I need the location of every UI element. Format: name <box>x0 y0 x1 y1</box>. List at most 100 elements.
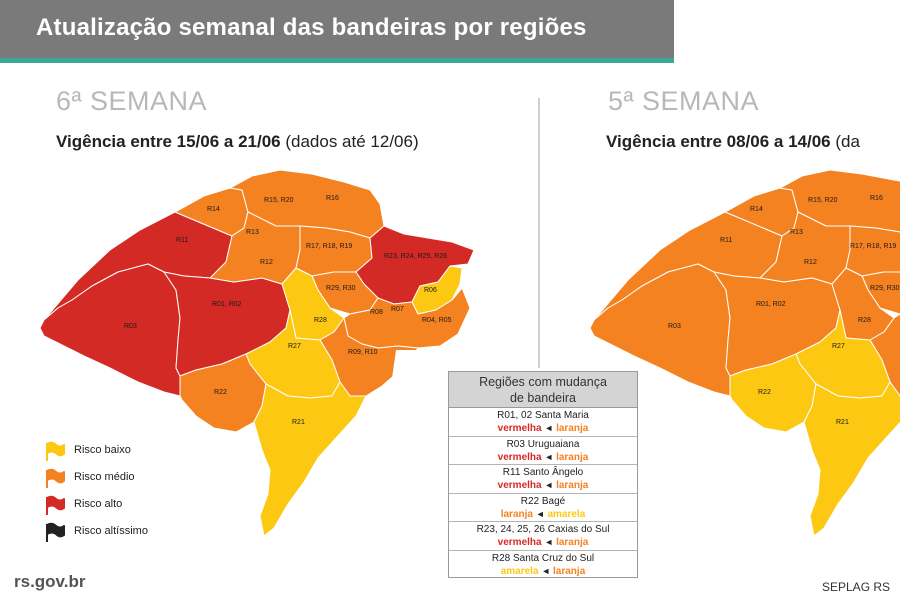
region-r17-r18-r19 <box>845 225 900 277</box>
week5-validity-dates: Vigência entre 08/06 a 14/06 <box>606 132 831 151</box>
map5-label: R11 <box>720 237 732 244</box>
changes-header-line2: de bandeira <box>509 391 577 405</box>
map5-label: R17, R18, R19 <box>850 243 896 250</box>
arrow-left-icon: ◄ <box>541 565 551 576</box>
flag-icon <box>46 522 65 542</box>
change-from-flag: amarela <box>500 565 539 577</box>
flag-icon <box>46 468 65 488</box>
week5-validity-data-date: (da <box>830 132 860 151</box>
table-row: R23, 24, 25, 26 Caxias do Sul vermelha ◄ … <box>449 522 637 551</box>
map6-label: R27 <box>288 343 301 350</box>
site-url: rs.gov.br <box>14 572 86 591</box>
change-region-name: R03 Uruguaiana <box>506 438 580 450</box>
region-r03 <box>39 263 181 397</box>
legend-label: Risco médio <box>74 471 135 483</box>
week5-validity: Vigência entre 08/06 a 14/06 (da <box>606 132 860 152</box>
title-bar: Atualização semanal das bandeiras por re… <box>0 0 674 58</box>
map5-label: R29, R30 <box>870 285 900 292</box>
legend-item-medium: Risco médio <box>44 467 204 494</box>
map5-label: R13 <box>790 229 803 236</box>
change-to-flag: laranja <box>556 451 589 463</box>
map6-label: R29, R30 <box>326 285 356 292</box>
legend-label: Risco baixo <box>74 444 131 456</box>
map6-label: R22 <box>214 389 227 396</box>
map6-label: R28 <box>314 317 327 324</box>
legend-label: Risco alto <box>74 498 123 510</box>
week-divider <box>538 98 540 368</box>
change-region-name: R23, 24, 25, 26 Caxias do Sul <box>476 524 610 535</box>
arrow-left-icon: ◄ <box>544 480 554 490</box>
map6-label: R04, R05 <box>422 317 452 324</box>
arrow-left-icon: ◄ <box>544 451 554 462</box>
map5-label: R28 <box>858 317 871 324</box>
change-region-name: R01, 02 Santa Maria <box>497 410 589 421</box>
changes-table-header: Regiões com mudança de bandeira <box>449 372 637 408</box>
change-flag-transition: amarela ◄ laranja <box>449 565 637 578</box>
week6-label: 6ª SEMANA <box>56 86 208 116</box>
week5-label: 5ª SEMANA <box>608 86 760 116</box>
title-accent-stripe <box>0 58 674 63</box>
map6-label: R03 <box>124 323 137 330</box>
change-flag-transition: laranja ◄ amarela <box>449 508 637 521</box>
map5-label: R27 <box>832 343 845 350</box>
changes-table: Regiões com mudança de bandeira R01, 02 … <box>448 371 638 578</box>
change-flag-transition: vermelha ◄ laranja <box>449 422 637 435</box>
map6-label: R06 <box>424 287 437 294</box>
credit: SEPLAG RS <box>822 580 891 594</box>
table-row: R03 Uruguaiana vermelha ◄ laranja <box>449 437 637 465</box>
flag-icon <box>46 441 65 461</box>
map5-label: R21 <box>836 419 849 426</box>
week6-validity-data-date: (dados até 12/06) <box>280 132 419 151</box>
change-from-flag: vermelha <box>497 423 542 434</box>
change-from-flag: laranja <box>500 508 533 520</box>
map5-label: R14 <box>750 206 763 213</box>
change-from-flag: vermelha <box>497 537 542 548</box>
map6-label: R12 <box>260 259 273 266</box>
lagoon <box>356 350 438 442</box>
change-to-flag: laranja <box>556 480 589 491</box>
table-row: R01, 02 Santa Maria vermelha ◄ laranja <box>449 408 637 437</box>
change-from-flag: vermelha <box>497 451 542 463</box>
map6-label: R13 <box>246 229 259 236</box>
week6-validity-dates: Vigência entre 15/06 a 21/06 <box>56 132 281 151</box>
region-r21 <box>803 381 900 537</box>
change-flag-transition: vermelha ◄ laranja <box>449 536 637 549</box>
map6-label: R16 <box>326 195 339 202</box>
map6-label: R21 <box>292 419 305 426</box>
change-to-flag: laranja <box>556 423 589 434</box>
changes-header-line1: Regiões com mudança <box>479 375 607 389</box>
change-flag-transition: vermelha ◄ laranja <box>449 451 637 464</box>
arrow-left-icon: ◄ <box>544 423 554 433</box>
map5-label: R01, R02 <box>756 301 786 308</box>
map-week6: R14 R15, R20 R16 R11 R13 R17, R18, R19 R… <box>39 169 475 537</box>
change-to-flag: laranja <box>553 565 586 577</box>
map5-label: R15, R20 <box>808 197 838 204</box>
table-row: R22 Bagé laranja ◄ amarela <box>449 494 637 522</box>
legend: Risco baixo Risco médio Risco alto Risco… <box>44 440 204 548</box>
legend-item-low: Risco baixo <box>44 440 204 467</box>
arrow-left-icon: ◄ <box>544 537 554 547</box>
page-title: Atualização semanal das bandeiras por re… <box>36 14 587 41</box>
change-from-flag: vermelha <box>497 480 542 491</box>
region-r21 <box>253 381 367 537</box>
map6-label: R08 <box>370 309 383 316</box>
change-region-name: R28 Santa Cruz do Sul <box>491 552 595 564</box>
map6-label: R07 <box>391 306 404 313</box>
arrow-left-icon: ◄ <box>535 508 545 519</box>
map5-label: R03 <box>668 323 681 330</box>
map5-label: R22 <box>758 389 771 396</box>
legend-item-high: Risco alto <box>44 494 204 521</box>
week6-validity: Vigência entre 15/06 a 21/06 (dados até … <box>56 132 419 152</box>
table-row: R28 Santa Cruz do Sul amarela ◄ laranja <box>449 551 637 578</box>
map5-label: R16 <box>870 195 883 202</box>
flag-icon <box>46 495 65 515</box>
map6-label: R17, R18, R19 <box>306 243 352 250</box>
change-to-flag: amarela <box>547 508 586 520</box>
change-flag-transition: vermelha ◄ laranja <box>449 479 637 492</box>
legend-item-very-high: Risco altíssimo <box>44 521 204 548</box>
map6-label: R14 <box>207 206 220 213</box>
map-week5: R14 R15, R20 R16 R11 R13 R17, R18, R19 R… <box>589 169 900 537</box>
legend-label: Risco altíssimo <box>74 525 148 537</box>
map6-label: R15, R20 <box>264 197 294 204</box>
map6-label: R01, R02 <box>212 301 242 308</box>
